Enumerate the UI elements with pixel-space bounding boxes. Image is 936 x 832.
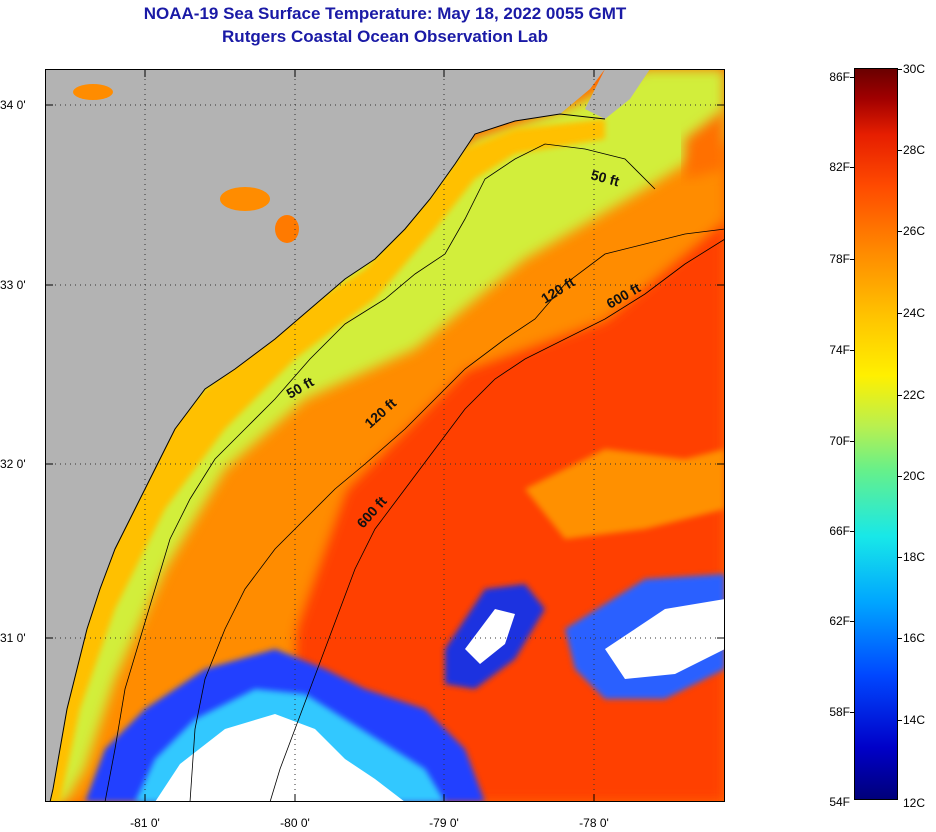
colorbar-fahrenheit-label: 62F [829, 614, 850, 628]
coastline [49, 113, 606, 802]
cloud-area [465, 609, 515, 664]
latitude-label: 32 0' [0, 457, 26, 471]
chart-subtitle: Rutgers Coastal Ocean Observation Lab [222, 27, 548, 46]
colorbar-celsius-label: 16C [903, 631, 926, 645]
colorbar-tick [897, 231, 902, 232]
cloud-area [155, 714, 405, 802]
colorbar-tick [850, 167, 855, 168]
colorbar-celsius-label: 30C [903, 62, 926, 76]
grid-lines [45, 69, 725, 802]
colorbar-celsius-label: 14C [903, 713, 926, 727]
longitude-label: -81 0' [130, 816, 160, 830]
chart-title: NOAA-19 Sea Surface Temperature: May 18,… [143, 4, 627, 23]
isobath-600ft [269, 238, 725, 802]
latitude-label: 33 0' [0, 278, 26, 292]
colorbar-fahrenheit-label: 58F [829, 705, 850, 719]
cloud-cold-edge [525, 449, 725, 539]
colorbar-tick [897, 557, 902, 558]
colorbar-tick [850, 77, 855, 78]
colorbar-tick [850, 712, 855, 713]
map-frame [45, 69, 725, 802]
inland-lake [220, 187, 270, 211]
colorbar-celsius-label: 24C [903, 306, 926, 320]
colorbar-tick [850, 441, 855, 442]
colorbar-tick [850, 350, 855, 351]
land-mass [45, 69, 605, 802]
isobath-50ft [104, 143, 656, 802]
longitude-label: -79 0' [429, 816, 459, 830]
colorbar-tick [850, 259, 855, 260]
colorbar-tick [897, 476, 902, 477]
colorbar-tick [850, 531, 855, 532]
colorbar-tick [897, 720, 902, 721]
temperature-colorbar [854, 68, 898, 800]
colorbar-fahrenheit-label: 54F [829, 795, 850, 809]
axis-ticks [45, 69, 725, 802]
latitude-label: 31 0' [0, 631, 26, 645]
inland-lake [73, 84, 113, 100]
longitude-label: -78 0' [579, 816, 609, 830]
longitude-label: -80 0' [280, 816, 310, 830]
land-northeast [585, 69, 650, 119]
colorbar-fahrenheit-label: 78F [829, 252, 850, 266]
colorbar-fahrenheit-label: 74F [829, 343, 850, 357]
sst-map: 50 ft 50 ft 120 ft 120 ft 600 ft 600 ft [45, 69, 725, 802]
contour-label-50ft: 50 ft [589, 166, 621, 189]
colorbar-celsius-label: 12C [903, 796, 926, 810]
colorbar-fahrenheit-label: 86F [829, 70, 850, 84]
colorbar-tick [850, 621, 855, 622]
colorbar-celsius-label: 22C [903, 388, 926, 402]
colorbar-fahrenheit-label: 82F [829, 160, 850, 174]
inland-lake [275, 215, 299, 243]
colorbar-fahrenheit-label: 70F [829, 434, 850, 448]
colorbar-celsius-label: 28C [903, 143, 926, 157]
isobath-120ft [189, 228, 725, 802]
latitude-label: 34 0' [0, 98, 26, 112]
colorbar-celsius-label: 20C [903, 469, 926, 483]
colorbar-tick [897, 638, 902, 639]
midshelf-orange-water [45, 109, 725, 802]
warm-eddy-northeast [685, 109, 725, 179]
colorbar-celsius-label: 26C [903, 224, 926, 238]
colorbar-celsius-label: 18C [903, 550, 926, 564]
colorbar-tick [897, 313, 902, 314]
cloud-area [605, 599, 725, 679]
colorbar-tick [897, 69, 902, 70]
colorbar-tick [897, 150, 902, 151]
colorbar-tick [897, 395, 902, 396]
colorbar-fahrenheit-label: 66F [829, 524, 850, 538]
